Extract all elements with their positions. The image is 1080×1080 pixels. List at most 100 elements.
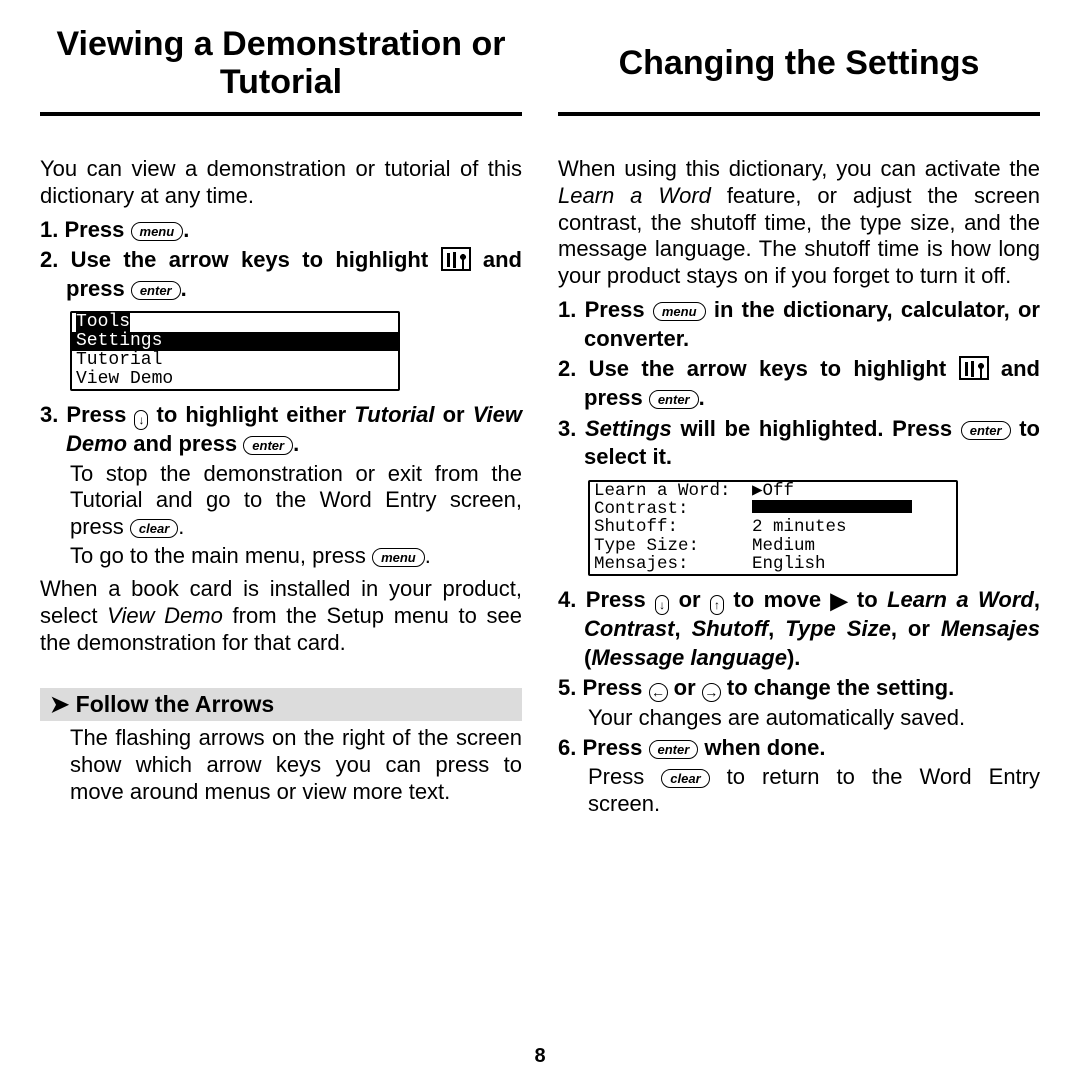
text: to bbox=[847, 587, 887, 612]
left-lcd-screen: Tools Settings Tutorial View Demo bbox=[70, 311, 400, 391]
text: When using this dictionary, you can acti… bbox=[558, 156, 1040, 181]
text: 1. Press bbox=[40, 217, 131, 242]
text: to change the setting. bbox=[721, 675, 954, 700]
tip-body: The flashing arrows on the right of the … bbox=[40, 721, 522, 805]
left-step-2: 2. Use the arrow keys to highlight and p… bbox=[40, 246, 522, 303]
tip-box: ➤ Follow the Arrows The flashing arrows … bbox=[40, 688, 522, 805]
right-substep-5: Your changes are automatically saved. bbox=[558, 705, 1040, 732]
right-step-3: 3. Settings will be highlighted. Press e… bbox=[558, 415, 1040, 472]
lcd-value: 2 minutes bbox=[752, 518, 847, 536]
text: or bbox=[668, 675, 702, 700]
text: Mensajes bbox=[941, 616, 1040, 641]
text: 2. Use the arrow keys to highlight bbox=[40, 247, 441, 272]
text: . bbox=[183, 217, 189, 242]
page-number: 8 bbox=[0, 1045, 1080, 1068]
page-columns: Viewing a Demonstration or Tutorial You … bbox=[40, 20, 1040, 1020]
text: , bbox=[1034, 587, 1040, 612]
right-intro: When using this dictionary, you can acti… bbox=[558, 156, 1040, 290]
text: Press bbox=[588, 764, 661, 789]
contrast-bar-icon bbox=[752, 500, 912, 513]
tip-heading: ➤ Follow the Arrows bbox=[40, 688, 522, 721]
lcd-cell: Tools bbox=[76, 312, 130, 332]
text: 1. Press bbox=[558, 297, 653, 322]
text: Learn a Word bbox=[887, 587, 1034, 612]
text: to move bbox=[724, 587, 831, 612]
lcd-row: Tools bbox=[72, 313, 398, 332]
left-arrow-icon: ← bbox=[649, 683, 668, 702]
text: To go to the main menu, press bbox=[70, 543, 372, 568]
text: , or bbox=[891, 616, 941, 641]
text: Shutoff bbox=[692, 616, 769, 641]
right-step-2: 2. Use the arrow keys to highlight and p… bbox=[558, 355, 1040, 412]
right-substep-6: Press clear to return to the Word Entry … bbox=[558, 764, 1040, 818]
text: or bbox=[435, 402, 473, 427]
clear-key-icon: clear bbox=[661, 769, 709, 788]
lcd-value: Medium bbox=[752, 537, 815, 555]
right-step-5: 5. Press ← or → to change the setting. bbox=[558, 674, 1040, 703]
menu-key-icon: menu bbox=[372, 548, 425, 567]
right-step-1: 1. Press menu in the dictionary, calcula… bbox=[558, 296, 1040, 353]
right-title: Changing the Settings bbox=[558, 20, 1040, 116]
text: 4. Press bbox=[558, 587, 655, 612]
flag-icon: ▶ bbox=[831, 587, 848, 616]
lcd-label: Type Size: bbox=[594, 537, 752, 555]
text: will be highlighted. Press bbox=[672, 416, 961, 441]
left-step-1: 1. Press menu. bbox=[40, 216, 522, 245]
text: , bbox=[674, 616, 691, 641]
text: ). bbox=[787, 645, 800, 670]
lcd-value: English bbox=[752, 555, 826, 573]
enter-key-icon: enter bbox=[649, 740, 699, 759]
text: 2. Use the arrow keys to highlight bbox=[558, 356, 959, 381]
down-arrow-icon: ↓ bbox=[655, 595, 669, 615]
text: 3. bbox=[558, 416, 585, 441]
lcd-row: Type Size:Medium bbox=[590, 537, 956, 555]
text: . bbox=[181, 276, 187, 301]
text: Contrast bbox=[584, 616, 674, 641]
left-step-3: 3. Press ↓ to highlight either Tutorial … bbox=[40, 401, 522, 459]
enter-key-icon: enter bbox=[961, 421, 1011, 440]
left-substep-1: To stop the demonstration or exit from t… bbox=[40, 461, 522, 541]
text: , bbox=[768, 616, 785, 641]
text: to highlight either bbox=[148, 402, 354, 427]
text: . bbox=[699, 385, 705, 410]
left-substep-2: To go to the main menu, press menu. bbox=[40, 543, 522, 570]
menu-key-icon: menu bbox=[653, 302, 706, 321]
text: when done. bbox=[698, 735, 825, 760]
text: and press bbox=[127, 431, 243, 456]
right-column: Changing the Settings When using this di… bbox=[558, 20, 1040, 1020]
right-step-4: 4. Press ↓ or ↑ to move ▶ to Learn a Wor… bbox=[558, 586, 1040, 673]
enter-key-icon: enter bbox=[131, 281, 181, 300]
right-step-6: 6. Press enter when done. bbox=[558, 734, 1040, 763]
tools-icon bbox=[959, 356, 989, 380]
text: Type Size bbox=[785, 616, 891, 641]
tools-icon bbox=[441, 247, 471, 271]
text: Message language bbox=[591, 645, 787, 670]
lcd-row: Mensajes:English bbox=[590, 555, 956, 573]
lcd-row: Shutoff:2 minutes bbox=[590, 518, 956, 536]
menu-key-icon: menu bbox=[131, 222, 184, 241]
text: . bbox=[425, 543, 431, 568]
right-lcd-screen: Learn a Word:▶Off Contrast: Shutoff:2 mi… bbox=[588, 480, 958, 576]
clear-key-icon: clear bbox=[130, 519, 178, 538]
left-intro: You can view a demonstration or tutorial… bbox=[40, 156, 522, 210]
lcd-row: Contrast: bbox=[590, 500, 956, 518]
lcd-label: Mensajes: bbox=[594, 555, 752, 573]
right-arrow-icon: → bbox=[702, 683, 721, 702]
lcd-value: Off bbox=[763, 482, 795, 500]
lcd-row: Settings bbox=[72, 332, 398, 351]
lcd-label: Shutoff: bbox=[594, 518, 752, 536]
flag-icon: ▶ bbox=[752, 482, 763, 500]
enter-key-icon: enter bbox=[243, 436, 293, 455]
lcd-label: Learn a Word: bbox=[594, 482, 752, 500]
lcd-row: Learn a Word:▶Off bbox=[590, 482, 956, 500]
text: 5. Press bbox=[558, 675, 649, 700]
left-column: Viewing a Demonstration or Tutorial You … bbox=[40, 20, 522, 1020]
lcd-label: Contrast: bbox=[594, 500, 752, 518]
lcd-row: View Demo bbox=[72, 370, 398, 389]
text: Tutorial bbox=[354, 402, 434, 427]
text: 6. Press bbox=[558, 735, 649, 760]
text: . bbox=[293, 431, 299, 456]
up-arrow-icon: ↑ bbox=[710, 595, 724, 615]
left-para-2: When a book card is installed in your pr… bbox=[40, 576, 522, 656]
text: . bbox=[178, 514, 184, 539]
